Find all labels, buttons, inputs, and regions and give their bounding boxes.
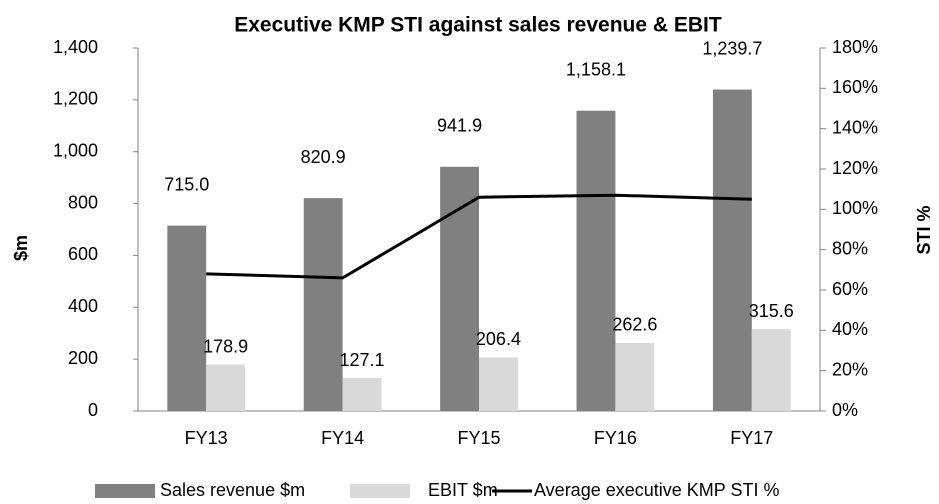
y2-tick-label: 100% bbox=[832, 198, 878, 218]
legend-swatch bbox=[350, 484, 410, 498]
data-label: 1,158.1 bbox=[566, 59, 626, 79]
x-tick-label: FY15 bbox=[457, 428, 500, 448]
legend-label: EBIT $m bbox=[428, 480, 498, 500]
bar bbox=[303, 198, 343, 411]
y-tick-label: 400 bbox=[68, 296, 98, 316]
y-axis-title: $m bbox=[11, 235, 31, 261]
bar bbox=[615, 342, 655, 411]
y2-tick-label: 20% bbox=[832, 359, 868, 379]
data-label: 715.0 bbox=[164, 174, 209, 194]
y2-tick-label: 140% bbox=[832, 117, 878, 137]
y2-tick-label: 60% bbox=[832, 279, 868, 299]
line bbox=[206, 193, 752, 280]
y-tick-label: 1,400 bbox=[53, 37, 98, 57]
data-label: 1,239.7 bbox=[702, 38, 762, 58]
data-label: 820.9 bbox=[301, 147, 346, 167]
chart-title: Executive KMP STI against sales revenue … bbox=[234, 14, 722, 37]
data-label: 127.1 bbox=[340, 350, 385, 370]
bar bbox=[440, 166, 479, 411]
legend-swatch bbox=[95, 484, 155, 498]
bar bbox=[712, 89, 752, 411]
y2-tick-label: 40% bbox=[832, 319, 868, 339]
data-label: 178.9 bbox=[203, 336, 248, 356]
y-tick-label: 1,200 bbox=[53, 89, 98, 109]
x-tick-label: FY14 bbox=[321, 428, 364, 448]
y2-tick-label: 120% bbox=[832, 158, 878, 178]
bar bbox=[751, 329, 791, 411]
x-tick-label: FY16 bbox=[594, 428, 637, 448]
y2-tick-label: 80% bbox=[832, 238, 868, 258]
bar bbox=[342, 378, 382, 411]
data-label: 206.4 bbox=[476, 329, 521, 349]
legend-label: Sales revenue $m bbox=[160, 480, 305, 500]
y2-axis-title: STI % bbox=[914, 205, 934, 254]
y-tick-label: 0 bbox=[88, 400, 98, 420]
legend-label: Average executive KMP STI % bbox=[534, 480, 779, 500]
data-label: 262.6 bbox=[612, 315, 657, 335]
bar bbox=[206, 364, 246, 411]
bar bbox=[479, 357, 518, 411]
y2-tick-label: 160% bbox=[832, 77, 878, 97]
y-tick-label: 800 bbox=[68, 192, 98, 212]
bar bbox=[576, 110, 616, 411]
y-tick-label: 200 bbox=[68, 348, 98, 368]
y2-tick-label: 0% bbox=[832, 400, 858, 420]
x-tick-label: FY13 bbox=[185, 428, 228, 448]
bar bbox=[167, 225, 207, 411]
y-tick-label: 600 bbox=[68, 244, 98, 264]
data-label: 315.6 bbox=[749, 301, 794, 321]
y2-tick-label: 180% bbox=[832, 37, 878, 57]
x-tick-label: FY17 bbox=[730, 428, 773, 448]
data-label: 941.9 bbox=[437, 116, 482, 136]
y-tick-label: 1,000 bbox=[53, 140, 98, 160]
